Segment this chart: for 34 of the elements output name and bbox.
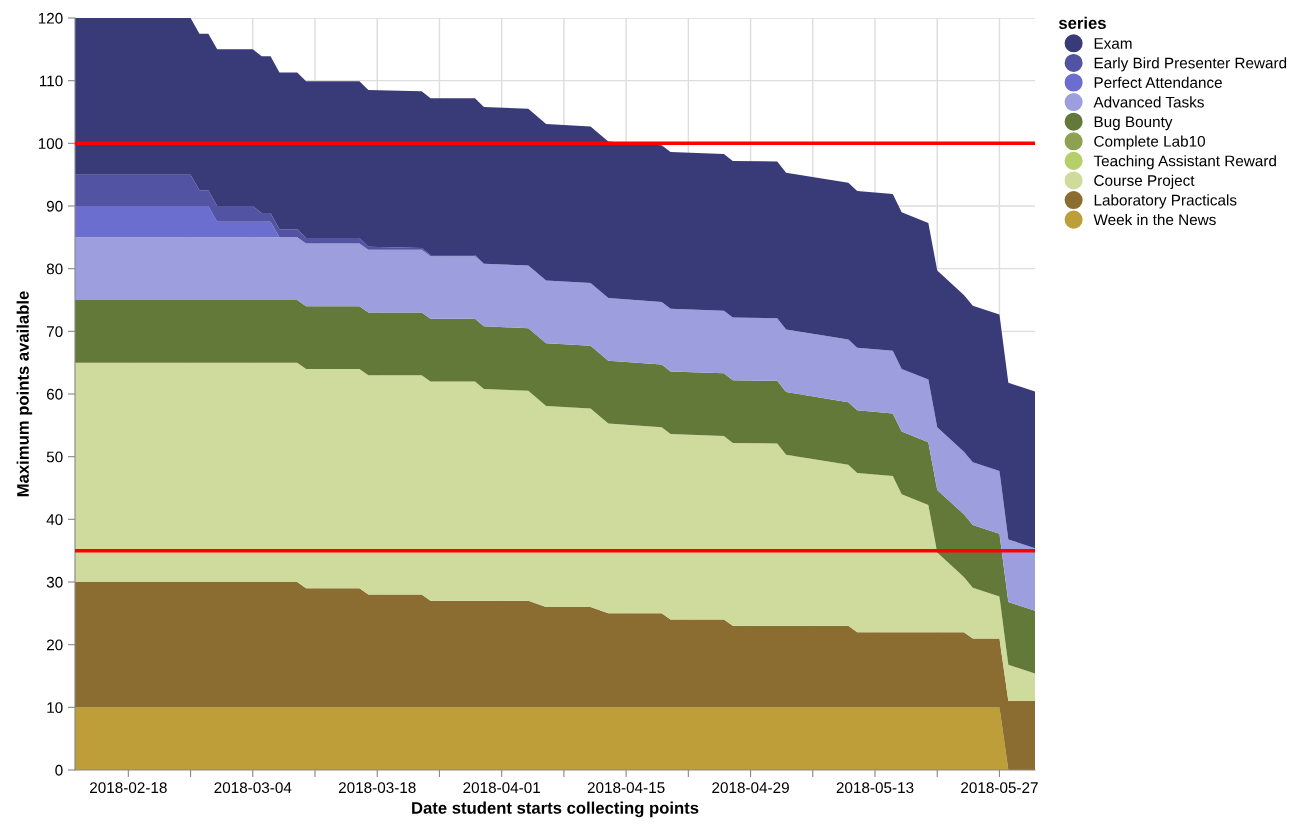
legend-title: series [1058,16,1106,29]
y-tick-label: 60 [46,388,63,400]
legend-label: Complete Lab10 [1094,135,1206,150]
y-tick-label: 20 [46,639,63,651]
x-tick-label: 2018-04-15 [587,782,665,794]
legend-label: Exam [1094,38,1132,49]
y-axis-title: Maximum points available [16,291,33,497]
x-tick-label: 2018-03-18 [338,782,416,794]
y-tick-label: 100 [38,138,63,150]
legend-label: Week in the News [1093,213,1216,226]
y-tick-label: 90 [46,200,63,212]
x-tick-label: 2018-03-04 [214,782,292,794]
legend-label: Bug Bounty [1094,116,1173,131]
x-tick-label: 2018-05-27 [961,782,1038,794]
legend-label: Early Bird Presenter Reward [1094,57,1287,72]
x-tick-label: 2018-05-13 [836,782,914,794]
x-axis-title: Date student starts collecting points [412,801,699,818]
legend-label: Course Project [1094,174,1195,189]
legend-label: Teaching Assistant Reward [1093,155,1276,170]
y-tick-label: 0 [55,764,63,776]
legend-label: Perfect Attendance [1094,76,1222,88]
y-tick-label: 110 [40,75,63,87]
legend-label: Laboratory Practicals [1094,194,1237,209]
y-tick-label: 30 [46,576,63,588]
y-tick-label: 70 [46,326,63,338]
y-tick-label: 120 [38,12,63,24]
x-tick-label: 2018-02-18 [90,782,167,794]
x-tick-label: 2018-04-01 [463,782,540,794]
y-tick-label: 50 [46,451,63,463]
y-tick-label: 80 [46,263,63,275]
y-tick-label: 10 [47,702,63,714]
legend-label: Advanced Tasks [1093,96,1204,108]
x-tick-label: 2018-04-29 [712,782,789,794]
y-tick-label: 40 [46,514,63,526]
